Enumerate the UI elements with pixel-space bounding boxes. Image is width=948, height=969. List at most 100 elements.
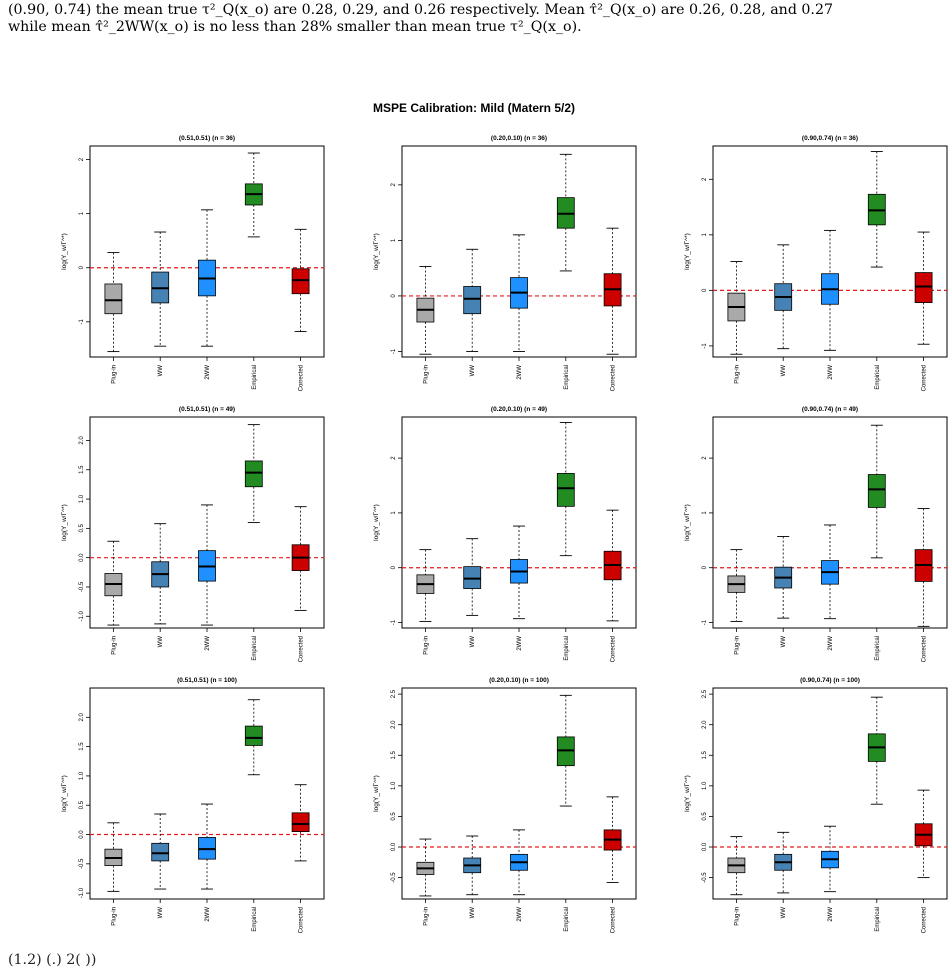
panel-8: (0.20,0.10) (n = 100) -0.5 0.0 0.5 1.0 1.5 2.0… (373, 677, 637, 933)
box-2ww (821, 229, 839, 351)
y-tick-label: -1 (702, 619, 708, 625)
y-tick-label: 0.0 (702, 842, 708, 851)
y-tick-label: -1 (391, 348, 397, 354)
y-tick-label: 0 (391, 294, 397, 298)
y-tick-label: 0 (702, 288, 708, 292)
box-plug-in (104, 822, 123, 892)
panel-title: (0.90,0.74) (n = 49) (802, 406, 858, 413)
x-tick-label: Corrected (922, 636, 928, 662)
x-tick-label: WW (470, 907, 476, 919)
box-2ww (198, 803, 216, 890)
x-tick-label: Empirical (252, 636, 258, 661)
box-plug-in (416, 549, 435, 622)
panel-2: (0.20,0.10) (n = 36) -1 0 1 2 log(Y_w/Γ^*) Plu… (373, 135, 637, 391)
box-empirical (244, 152, 263, 238)
iqr-box (556, 473, 575, 507)
panel-6: (0.90,0.74) (n = 49) -1 0 1 2 log(Y_w/Γ^*) Plu… (684, 406, 948, 662)
y-tick-label: -1.0 (79, 610, 85, 621)
x-tick-label: 2WW (828, 365, 834, 380)
x-tick-label: Plug-in (423, 907, 429, 926)
y-axis-label: log(Y_w/Γ^*) (61, 504, 68, 541)
intro-line-1: (0.90, 0.74) the mean true τ²_Q(x_o) are… (8, 2, 833, 18)
box-plug-in (727, 261, 746, 355)
box-plug-in (104, 540, 123, 626)
box-corrected (603, 796, 622, 883)
x-tick-label: WW (781, 636, 787, 648)
y-tick-label: 1.5 (391, 750, 397, 759)
x-tick-label: Corrected (922, 365, 928, 391)
panel-title: (0.51,0.51) (n = 49) (179, 406, 235, 413)
y-tick-label: 0.0 (79, 553, 85, 562)
x-tick-label: Corrected (922, 907, 928, 933)
box-corrected (914, 789, 933, 879)
panel-title: (0.20,0.10) (n = 49) (491, 406, 547, 413)
box-empirical (556, 422, 575, 557)
y-tick-label: 1 (702, 511, 708, 515)
box-ww (463, 835, 482, 896)
panel-7: (0.51,0.51) (n = 100) -1.0 -0.5 0.0 0.5 1.0 1.… (61, 677, 325, 933)
x-tick-label: WW (781, 365, 787, 377)
box-plug-in (104, 252, 123, 353)
x-tick-label: Plug-in (423, 365, 429, 384)
panel-title: (0.90,0.74) (n = 36) (802, 135, 858, 142)
box-ww (151, 813, 170, 890)
y-tick-label: 2.0 (79, 712, 85, 721)
x-tick-label: WW (470, 365, 476, 377)
panel-title: (0.51,0.51) (n = 100) (177, 677, 237, 684)
box-empirical (867, 696, 886, 805)
x-tick-label: Corrected (299, 636, 305, 662)
iqr-box (463, 566, 482, 589)
y-tick-label: -1 (702, 343, 708, 349)
y-axis-label: log(Y_w/Γ^*) (61, 775, 68, 812)
iqr-box (867, 474, 886, 508)
panel-9: (0.90,0.74) (n = 100) -0.5 0.0 0.5 1.0 1.5 2.0… (684, 677, 948, 933)
x-tick-label: Empirical (564, 636, 570, 661)
x-tick-label: WW (158, 907, 164, 919)
y-tick-label: -1 (79, 319, 85, 325)
box-corrected (914, 508, 933, 627)
y-tick-label: -0.5 (391, 872, 397, 883)
panel-3: (0.90,0.74) (n = 36) -1 0 1 2 log(Y_w/Γ^*) Plu… (684, 135, 948, 391)
x-tick-label: Corrected (611, 365, 617, 391)
y-tick-label: 1.5 (79, 742, 85, 751)
x-tick-label: Plug-in (734, 907, 740, 926)
y-tick-label: 2 (702, 177, 708, 181)
box-ww (151, 231, 170, 347)
box-ww (463, 248, 482, 352)
y-axis-label: log(Y_w/Γ^*) (684, 233, 691, 270)
y-tick-label: 1 (391, 238, 397, 242)
y-tick-label: 0.0 (391, 842, 397, 851)
y-tick-label: 1 (702, 233, 708, 237)
box-2ww (821, 524, 839, 620)
intro-paragraph: (0.90, 0.74) the mean true τ²_Q(x_o) are… (8, 2, 943, 36)
x-tick-label: WW (470, 636, 476, 648)
y-tick-label: 0 (702, 565, 708, 569)
x-tick-label: Corrected (299, 365, 305, 391)
box-corrected (291, 506, 310, 611)
box-ww (774, 244, 793, 350)
panel-title: (0.51,0.51) (n = 36) (179, 135, 235, 142)
y-tick-label: 1.0 (391, 781, 397, 790)
iqr-box (463, 286, 482, 315)
panel-title: (0.20,0.10) (n = 36) (491, 135, 547, 142)
boxplot-figure: (0.51,0.51) (n = 36) -1 0 1 2 log(Y_w/Γ^*) Plu… (61, 135, 948, 933)
intro-line-2: while mean τ̂²_2WW(x_o) is no less than … (8, 19, 582, 35)
iqr-box (914, 272, 933, 303)
box-2ww (821, 825, 839, 893)
y-tick-label: 1.0 (79, 771, 85, 780)
iqr-box (244, 725, 263, 746)
x-tick-label: Corrected (611, 907, 617, 933)
box-ww (463, 538, 482, 616)
x-tick-label: Empirical (875, 365, 881, 390)
y-tick-label: 2 (391, 456, 397, 460)
x-tick-label: Empirical (252, 365, 258, 390)
box-plug-in (416, 838, 435, 897)
y-tick-label: 0.5 (79, 800, 85, 809)
iqr-box (104, 283, 123, 315)
box-empirical (244, 424, 263, 523)
box-plug-in (727, 549, 746, 622)
box-2ww (510, 234, 528, 352)
figure-title: MSPE Calibration: Mild (Matern 5/2) (372, 101, 576, 115)
y-tick-label: 2.5 (702, 689, 708, 698)
box-empirical (867, 151, 886, 268)
